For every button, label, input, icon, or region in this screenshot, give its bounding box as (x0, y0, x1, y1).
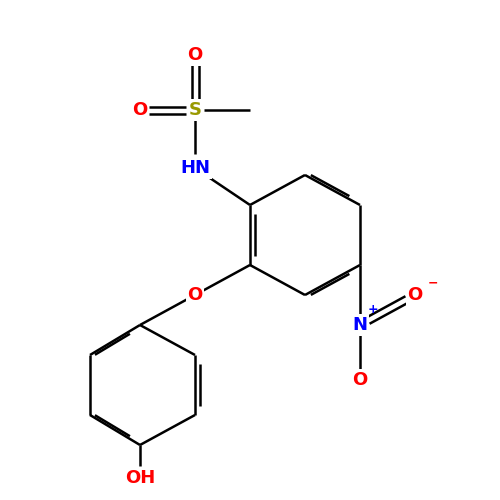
Text: O: O (188, 286, 202, 304)
Text: −: − (428, 276, 438, 289)
Text: O: O (132, 101, 148, 119)
Text: HN: HN (180, 159, 210, 177)
Text: O: O (352, 371, 368, 389)
Text: +: + (368, 303, 378, 316)
Text: N: N (352, 316, 368, 334)
Text: S: S (188, 101, 202, 119)
Text: O: O (408, 286, 422, 304)
Text: OH: OH (125, 469, 155, 487)
Text: O: O (188, 46, 202, 64)
